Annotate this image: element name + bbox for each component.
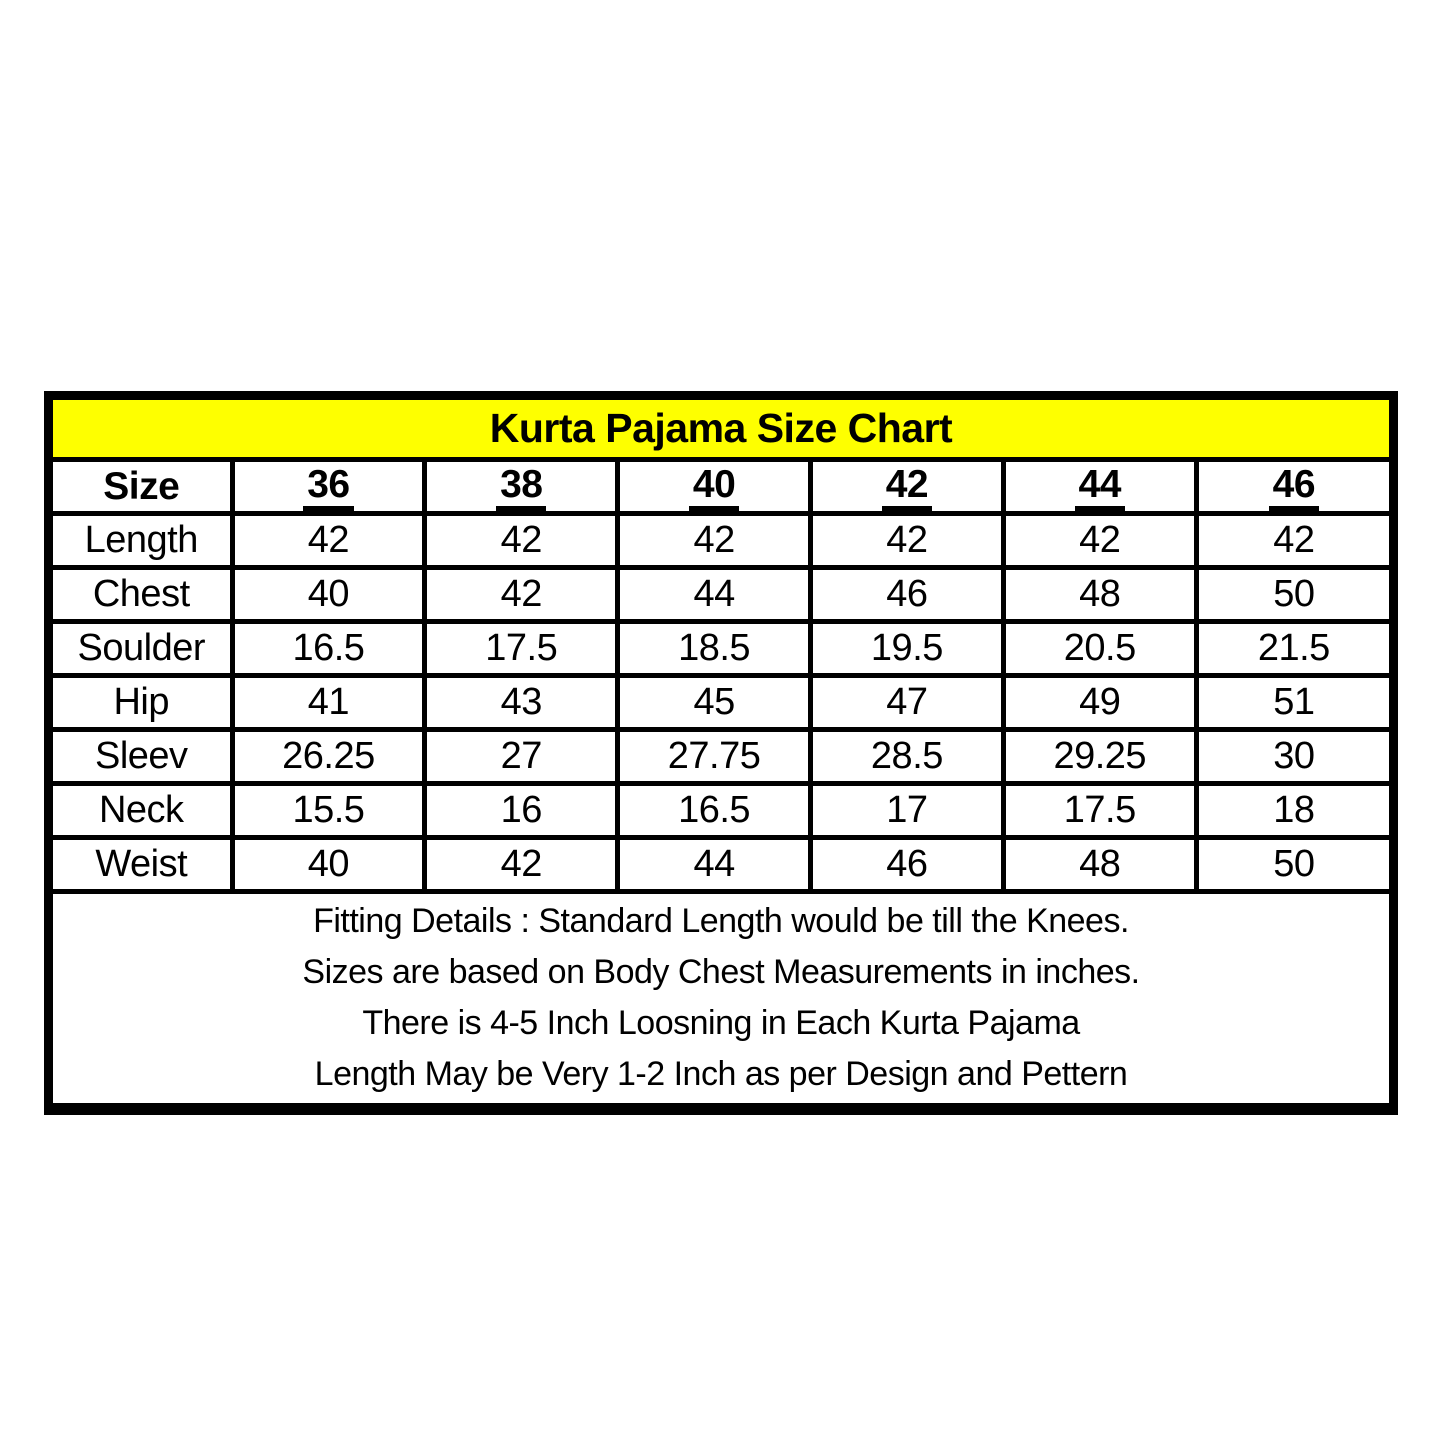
size-value-cell: 46 — [808, 835, 1006, 892]
fitting-notes: Fitting Details : Standard Length would … — [53, 889, 1389, 1103]
column-header-size: Size — [50, 459, 235, 516]
size-value-cell: 42 — [422, 565, 621, 624]
size-value-cell: 17 — [808, 781, 1006, 840]
table-row: Weist 40 42 44 46 48 50 — [50, 835, 1392, 892]
row-label: Soulder — [50, 619, 235, 678]
size-value-cell: 42 — [422, 835, 621, 892]
size-value-cell: 42 — [615, 511, 813, 570]
size-value-cell: 15.5 — [229, 781, 428, 840]
size-value-cell: 43 — [422, 673, 621, 732]
row-label: Hip — [50, 673, 235, 732]
size-value-cell: 50 — [1193, 835, 1392, 892]
size-value-cell: 18.5 — [615, 619, 813, 678]
size-value-cell: 42 — [422, 511, 621, 570]
size-value-cell: 30 — [1193, 727, 1392, 786]
size-value-cell: 29.25 — [1000, 727, 1199, 786]
column-header-40: 40 — [615, 459, 813, 516]
size-value-cell: 27.75 — [615, 727, 813, 786]
size-chart-header-row: Size 36 38 40 42 44 46 — [50, 459, 1392, 516]
size-value-cell: 26.25 — [229, 727, 428, 786]
size-value-cell: 49 — [1000, 673, 1199, 732]
row-label: Weist — [50, 835, 235, 892]
column-header-46: 46 — [1193, 459, 1392, 516]
chart-title: Kurta Pajama Size Chart — [53, 400, 1389, 462]
size-value-cell: 20.5 — [1000, 619, 1199, 678]
column-header-44: 44 — [1000, 459, 1199, 516]
size-value-cell: 48 — [1000, 565, 1199, 624]
table-row: Chest 40 42 44 46 48 50 — [50, 565, 1392, 624]
size-value-cell: 17.5 — [422, 619, 621, 678]
table-row: Sleev 26.25 27 27.75 28.5 29.25 30 — [50, 727, 1392, 786]
size-value-cell: 44 — [615, 565, 813, 624]
size-value-cell: 21.5 — [1193, 619, 1392, 678]
size-value-cell: 48 — [1000, 835, 1199, 892]
row-label: Neck — [50, 781, 235, 840]
underlined-size-label: 38 — [496, 467, 547, 509]
size-value-cell: 45 — [615, 673, 813, 732]
size-table: Size 36 38 40 42 44 46 Length 42 42 42 42 42 42 Chest… — [50, 459, 1392, 892]
note-line: Sizes are based on Body Chest Measuremen… — [302, 953, 1140, 991]
size-value-cell: 28.5 — [808, 727, 1006, 786]
size-value-cell: 51 — [1193, 673, 1392, 732]
size-value-cell: 44 — [615, 835, 813, 892]
table-row: Length 42 42 42 42 42 42 — [50, 511, 1392, 570]
size-value-cell: 40 — [229, 565, 428, 624]
size-value-cell: 19.5 — [808, 619, 1006, 678]
row-label: Chest — [50, 565, 235, 624]
note-line: Fitting Details : Standard Length would … — [313, 902, 1129, 940]
size-value-cell: 42 — [229, 511, 428, 570]
size-value-cell: 41 — [229, 673, 428, 732]
underlined-size-label: 46 — [1268, 467, 1320, 509]
underlined-size-label: 36 — [303, 467, 354, 509]
underlined-size-label: 40 — [688, 467, 740, 509]
table-row: Neck 15.5 16 16.5 17 17.5 18 — [50, 781, 1392, 840]
table-row: Hip 41 43 45 47 49 51 — [50, 673, 1392, 732]
size-value-cell: 18 — [1193, 781, 1392, 840]
column-header-42: 42 — [808, 459, 1006, 516]
size-value-cell: 42 — [1193, 511, 1392, 570]
size-value-cell: 17.5 — [1000, 781, 1199, 840]
size-chart-body: Length 42 42 42 42 42 42 Chest 40 42 44 46 48 50 Sould… — [50, 511, 1392, 892]
size-value-cell: 50 — [1193, 565, 1392, 624]
note-line: Length May be Very 1-2 Inch as per Desig… — [314, 1055, 1128, 1093]
note-line: There is 4-5 Inch Loosning in Each Kurta… — [362, 1004, 1080, 1042]
column-header-38: 38 — [422, 459, 621, 516]
size-value-cell: 46 — [808, 565, 1006, 624]
table-row: Soulder 16.5 17.5 18.5 19.5 20.5 21.5 — [50, 619, 1392, 678]
size-value-cell: 47 — [808, 673, 1006, 732]
underlined-size-label: 42 — [881, 467, 933, 509]
size-value-cell: 16.5 — [615, 781, 813, 840]
size-value-cell: 40 — [229, 835, 428, 892]
column-header-36: 36 — [229, 459, 428, 516]
row-label: Sleev — [50, 727, 235, 786]
size-value-cell: 42 — [1000, 511, 1199, 570]
size-value-cell: 16 — [422, 781, 621, 840]
size-value-cell: 27 — [422, 727, 621, 786]
underlined-size-label: 44 — [1074, 467, 1125, 509]
row-label: Length — [50, 511, 235, 570]
size-value-cell: 42 — [808, 511, 1006, 570]
size-chart: Kurta Pajama Size Chart Size 36 38 40 42 44 46… — [44, 391, 1398, 1115]
size-value-cell: 16.5 — [229, 619, 428, 678]
